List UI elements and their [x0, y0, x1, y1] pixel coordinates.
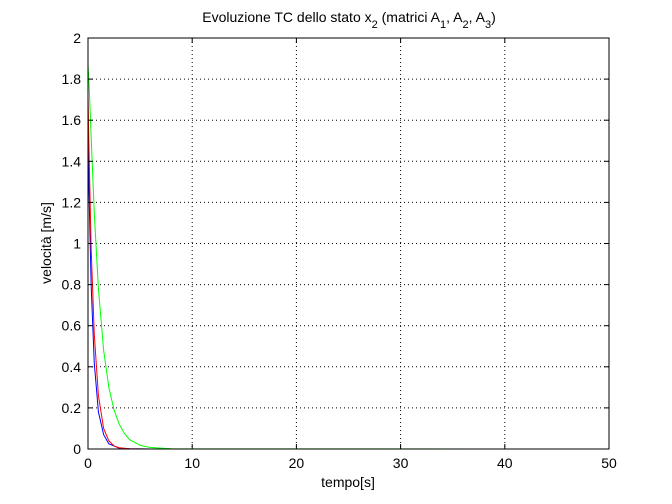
- series-group: [87, 64, 476, 450]
- x-tick-label: 10: [184, 455, 200, 471]
- series-line-2: [87, 95, 476, 450]
- y-tick-label: 1.6: [62, 112, 82, 128]
- x-tick-label: 50: [601, 455, 617, 471]
- series-line-3: [87, 64, 476, 450]
- x-tick-label: 0: [84, 455, 92, 471]
- y-tick-label: 0.4: [62, 359, 82, 375]
- x-tick-label: 20: [289, 455, 305, 471]
- y-tick-label: 0.2: [62, 400, 82, 416]
- y-tick-label: 0: [73, 441, 81, 457]
- title-part: 3: [485, 19, 491, 31]
- y-tick-label: 0.8: [62, 277, 82, 293]
- title-part: , A: [446, 9, 463, 25]
- y-axis-label: velocità [m/s]: [38, 202, 54, 284]
- y-tick-label: 1.8: [62, 71, 82, 87]
- y-tick-label: 1: [73, 236, 81, 252]
- title-part: , A: [469, 9, 486, 25]
- y-tick-label: 1.4: [62, 153, 82, 169]
- grid: [88, 38, 609, 449]
- y-tick-labels: 0 0.2 0.4 0.6 0.8 1 1.2 1.4 1.6 1.8 2: [62, 30, 82, 457]
- x-axis-label: tempo[s]: [321, 474, 375, 490]
- x-tick-label: 30: [393, 455, 409, 471]
- title-part: ): [491, 9, 496, 25]
- x-tick-labels: 0 10 20 30 40 50: [84, 455, 617, 471]
- axis-ticks: [87, 37, 610, 450]
- title-part: 2: [372, 19, 378, 31]
- title-part: Evoluzione TC dello stato x: [202, 9, 371, 25]
- title-part: 2: [462, 19, 468, 31]
- chart-title: Evoluzione TC dello stato x2 (matrici A1…: [202, 9, 496, 31]
- x-tick-label: 40: [497, 455, 513, 471]
- title-part: 1: [440, 19, 446, 31]
- y-tick-label: 0.6: [62, 318, 82, 334]
- title-part: (matrici A: [378, 9, 441, 25]
- y-tick-label: 2: [73, 30, 81, 46]
- series-line-1: [87, 120, 476, 450]
- y-tick-label: 1.2: [62, 194, 82, 210]
